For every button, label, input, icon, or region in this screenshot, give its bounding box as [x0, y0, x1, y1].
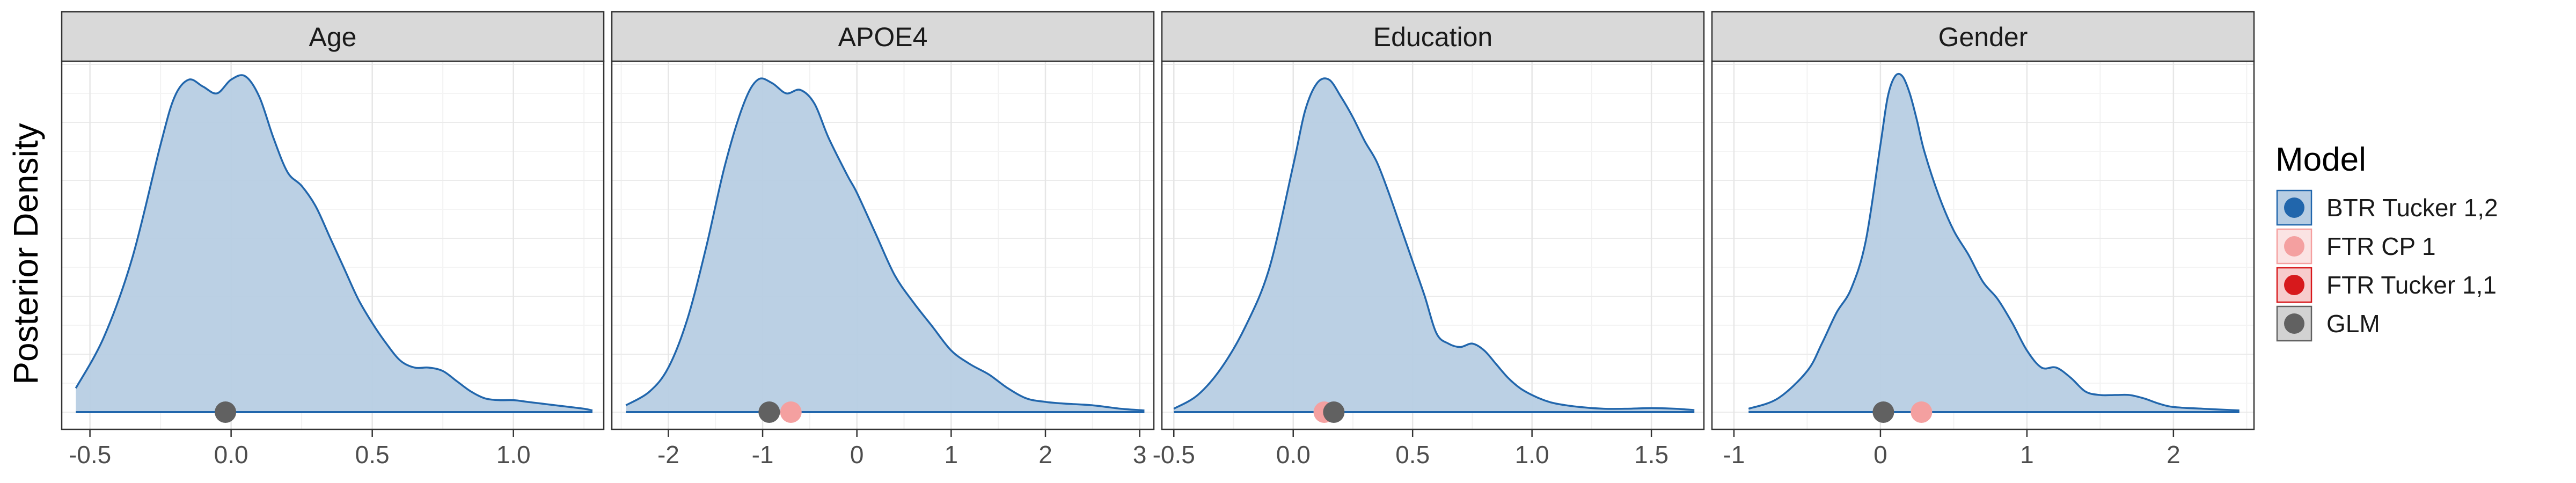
- x-tick-label: 0.5: [1395, 441, 1430, 469]
- x-tick-label: 0.0: [214, 441, 248, 469]
- density-line: [1748, 72, 2240, 412]
- x-tick-label: 1: [945, 441, 958, 469]
- x-tick-label: -0.5: [1153, 441, 1195, 469]
- facet-strip-label: APOE4: [838, 22, 928, 52]
- facet-panel-gender: Gender -1 0 1 2: [1711, 11, 2255, 469]
- legend-items: BTR Tucker 1,2 FTR CP 1 FTR Tucker 1,1 GLM: [2276, 189, 2498, 342]
- facet-strip: [1711, 11, 2255, 62]
- density-area: [626, 78, 1145, 413]
- facet-panel-apoe4: APOE4 -2 -1 0 1 2 3: [611, 11, 1155, 469]
- x-tick-label: 1.0: [1515, 441, 1549, 469]
- x-tick-label: -1: [752, 441, 774, 469]
- legend: Model BTR Tucker 1,2 FTR CP 1 FTR Tucker 1…: [2275, 141, 2498, 342]
- facet-strip-label: Gender: [1938, 22, 2028, 52]
- legend-title: Model: [2275, 141, 2366, 178]
- x-tick-label: 0.5: [355, 441, 390, 469]
- facet-strip: [611, 11, 1155, 62]
- facet-panels: Age -0.5 0.0 0.5 1.0 APOE4 -2 -1 0 1 2 3 Education -0…: [61, 11, 2255, 469]
- x-tick-label: -1: [1723, 441, 1745, 469]
- x-tick-label: -0.5: [69, 441, 111, 469]
- density-area: [1174, 78, 1695, 412]
- point-glm: [215, 401, 237, 423]
- legend-key-point: [2284, 197, 2304, 218]
- legend-item-ftr-cp-1: FTR CP 1: [2276, 228, 2436, 265]
- x-tick-label: 1.5: [1634, 441, 1668, 469]
- point-ftr-cp-1: [780, 401, 802, 423]
- legend-label: FTR CP 1: [2326, 232, 2436, 260]
- point-glm: [1323, 401, 1345, 423]
- legend-key-point: [2284, 236, 2304, 257]
- x-tick-label: 0: [850, 441, 864, 469]
- density-area: [1748, 74, 2240, 413]
- density-line: [75, 74, 593, 412]
- facet-strip-label: Age: [309, 22, 357, 52]
- y-axis-label: Posterior Density: [6, 123, 45, 384]
- point-glm: [1872, 401, 1894, 423]
- density-area: [76, 75, 592, 412]
- point-ftr-cp-1: [1911, 401, 1933, 423]
- x-tick-label: 0: [1874, 441, 1887, 469]
- point-glm: [758, 401, 780, 423]
- legend-label: FTR Tucker 1,1: [2326, 271, 2497, 299]
- facet-panel-education: Education -0.5 0.0 0.5 1.0 1.5: [1153, 11, 1705, 469]
- x-tick-label: 2: [1038, 441, 1052, 469]
- legend-label: GLM: [2326, 310, 2380, 338]
- x-tick-label: 0.0: [1276, 441, 1311, 469]
- facet-strip-label: Education: [1373, 22, 1492, 52]
- facet-panel-age: Age -0.5 0.0 0.5 1.0: [61, 11, 605, 469]
- legend-label: BTR Tucker 1,2: [2326, 194, 2498, 222]
- x-tick-label: -2: [657, 441, 679, 469]
- facet-strip: [1161, 11, 1705, 62]
- x-tick-label: 1.0: [496, 441, 531, 469]
- x-tick-label: 1: [2020, 441, 2034, 469]
- facet-strip: [61, 11, 605, 62]
- legend-key-point: [2284, 275, 2304, 295]
- x-tick-label: 2: [2167, 441, 2180, 469]
- legend-key-point: [2284, 313, 2304, 334]
- legend-item-ftr-tucker-1-1: FTR Tucker 1,1: [2276, 267, 2497, 303]
- x-tick-label: 3: [1133, 441, 1147, 469]
- legend-item-btr-tucker-1-2: BTR Tucker 1,2: [2276, 189, 2498, 226]
- density-line: [1173, 77, 1695, 411]
- density-line: [625, 77, 1145, 412]
- legend-item-glm: GLM: [2276, 305, 2380, 342]
